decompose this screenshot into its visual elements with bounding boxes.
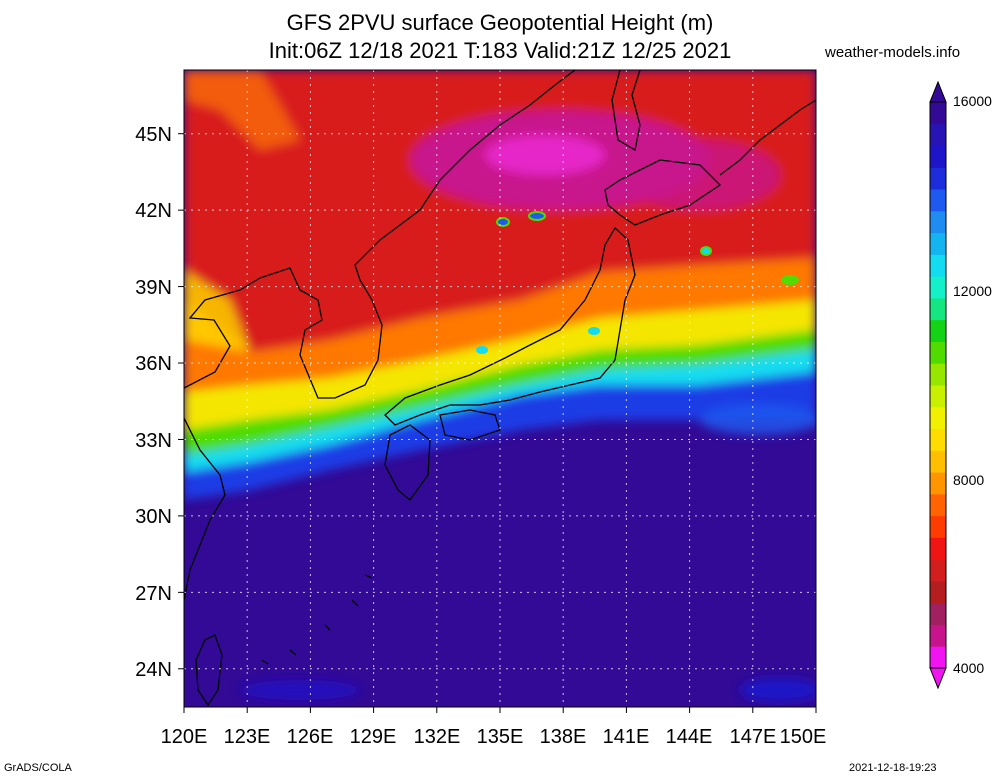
lon-label-141e: 141E bbox=[602, 726, 650, 748]
colorbar-swatch bbox=[930, 537, 946, 560]
lon-label-126e: 126E bbox=[286, 726, 334, 748]
colorbar-label-8000: 8000 bbox=[953, 472, 985, 488]
colorbar-swatch bbox=[930, 385, 946, 408]
colorbar-swatch bbox=[930, 145, 946, 168]
lat-label-36n: 36N bbox=[135, 353, 172, 375]
lat-label-42n: 42N bbox=[135, 200, 172, 222]
colorbar-swatch bbox=[930, 363, 946, 386]
lon-label-150e: 150E bbox=[779, 726, 827, 748]
lat-label-30n: 30N bbox=[135, 506, 172, 528]
colorbar-swatch bbox=[930, 624, 946, 647]
colorbar-swatch bbox=[930, 580, 946, 604]
lon-label-132e: 132E bbox=[413, 726, 461, 748]
colorbar-swatch bbox=[930, 102, 946, 125]
colorbar-label-16000: 16000 bbox=[953, 93, 992, 109]
colorbar-swatch bbox=[930, 167, 946, 190]
site-credit: weather-models.info bbox=[825, 44, 961, 61]
lat-label-39n: 39N bbox=[135, 277, 172, 299]
colorbar-swatch bbox=[930, 210, 946, 234]
colorbar-label-4000: 4000 bbox=[953, 660, 985, 676]
colorbar-min-arrow bbox=[929, 667, 947, 690]
colorbar-swatch bbox=[930, 559, 946, 582]
colorbar-label-12000: 12000 bbox=[953, 283, 992, 299]
lon-label-147e: 147E bbox=[729, 726, 777, 748]
colorbar-swatch bbox=[930, 341, 946, 364]
colorbar-swatch bbox=[930, 319, 946, 342]
lon-label-120e: 120E bbox=[160, 726, 208, 748]
footer-left: GrADS/COLA bbox=[4, 762, 72, 774]
lon-label-135e: 135E bbox=[476, 726, 524, 748]
lat-label-24n: 24N bbox=[135, 659, 172, 681]
graticule bbox=[184, 70, 816, 707]
lat-label-27n: 27N bbox=[135, 583, 172, 605]
coastlines bbox=[184, 70, 816, 707]
colorbar-swatch bbox=[930, 123, 946, 147]
colorbar-swatch bbox=[930, 450, 946, 473]
colorbar-max-arrow bbox=[929, 80, 947, 103]
lon-label-129e: 129E bbox=[349, 726, 397, 748]
lat-label-45n: 45N bbox=[135, 124, 172, 146]
colorbar-swatch bbox=[930, 515, 946, 538]
colorbar-swatch bbox=[930, 406, 946, 430]
height-field bbox=[184, 70, 816, 707]
chart-title: GFS 2PVU surface Geopotential Height (m) bbox=[286, 10, 714, 35]
colorbar-swatch bbox=[930, 189, 946, 212]
colorbar-swatch bbox=[930, 493, 946, 517]
colorbar-swatch bbox=[930, 602, 946, 625]
footer-right: 2021-12-18-19:23 bbox=[849, 762, 937, 774]
colorbar-swatch bbox=[930, 232, 946, 255]
colorbar-swatch bbox=[930, 254, 946, 277]
colorbar-swatch bbox=[930, 276, 946, 299]
colorbar-swatch bbox=[930, 472, 946, 495]
colorbar-swatch bbox=[930, 646, 946, 669]
lon-label-138e: 138E bbox=[539, 726, 587, 748]
lat-label-33n: 33N bbox=[135, 430, 172, 452]
colorbar-frame bbox=[929, 101, 947, 669]
chart-subtitle: Init:06Z 12/18 2021 T:183 Valid:21Z 12/2… bbox=[268, 38, 732, 63]
colorbar-swatch bbox=[930, 428, 946, 451]
lon-label-144e: 144E bbox=[665, 726, 713, 748]
colorbar bbox=[929, 80, 947, 690]
lon-label-123e: 123E bbox=[223, 726, 271, 748]
colorbar-swatch bbox=[930, 297, 946, 321]
